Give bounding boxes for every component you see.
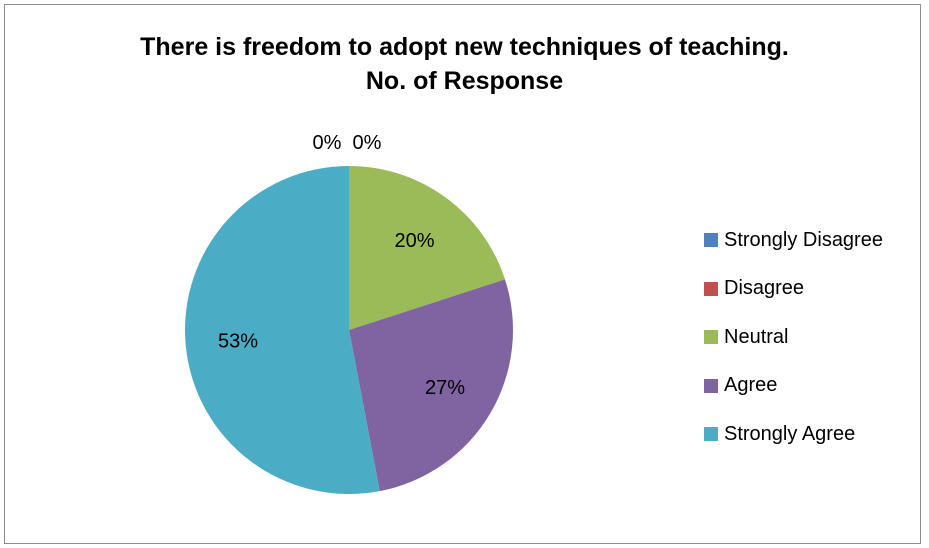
legend-label: Strongly Disagree — [724, 228, 883, 251]
data-label-agree: 27% — [425, 377, 465, 399]
data-label-strongly-disagree: 0% — [313, 132, 342, 154]
data-label-strongly-agree: 53% — [218, 330, 258, 352]
legend-swatch — [704, 281, 718, 296]
legend-swatch — [704, 233, 718, 248]
chart-title-line-2: No. of Response — [365, 67, 564, 95]
legend-item-agree: Agree — [704, 362, 883, 411]
legend-item-neutral: Neutral — [704, 313, 883, 362]
pie-slice-agree — [349, 279, 513, 492]
legend-label: Neutral — [724, 325, 789, 348]
chart-title: There is freedom to adopt new techniques… — [0, 30, 929, 98]
data-label-disagree: 0% — [353, 132, 382, 154]
pie-slice-neutral — [349, 166, 505, 330]
legend-swatch — [704, 427, 718, 442]
legend: Strongly Disagree Disagree Neutral Agree… — [704, 216, 883, 459]
legend-label: Strongly Agree — [724, 422, 856, 445]
legend-swatch — [704, 378, 718, 393]
legend-label: Agree — [724, 374, 778, 397]
legend-label: Disagree — [724, 277, 805, 300]
pie-slice-strongly-agree — [184, 166, 380, 494]
data-label-neutral: 20% — [395, 230, 435, 252]
legend-item-strongly-agree: Strongly Agree — [704, 410, 883, 459]
legend-swatch — [704, 330, 718, 345]
legend-item-disagree: Disagree — [704, 265, 883, 314]
legend-item-strongly-disagree: Strongly Disagree — [704, 216, 883, 265]
chart-title-line-1: There is freedom to adopt new techniques… — [140, 33, 789, 61]
